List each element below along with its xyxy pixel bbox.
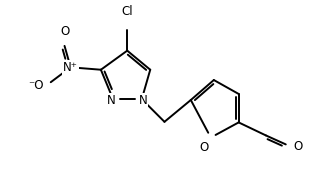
- Text: N⁺: N⁺: [63, 61, 78, 74]
- Text: O: O: [60, 25, 69, 38]
- Text: Cl: Cl: [121, 5, 133, 18]
- Text: ⁻O: ⁻O: [28, 79, 43, 92]
- Text: O: O: [294, 140, 303, 153]
- Text: O: O: [199, 141, 208, 154]
- Text: N: N: [139, 94, 148, 107]
- Text: N: N: [107, 94, 116, 107]
